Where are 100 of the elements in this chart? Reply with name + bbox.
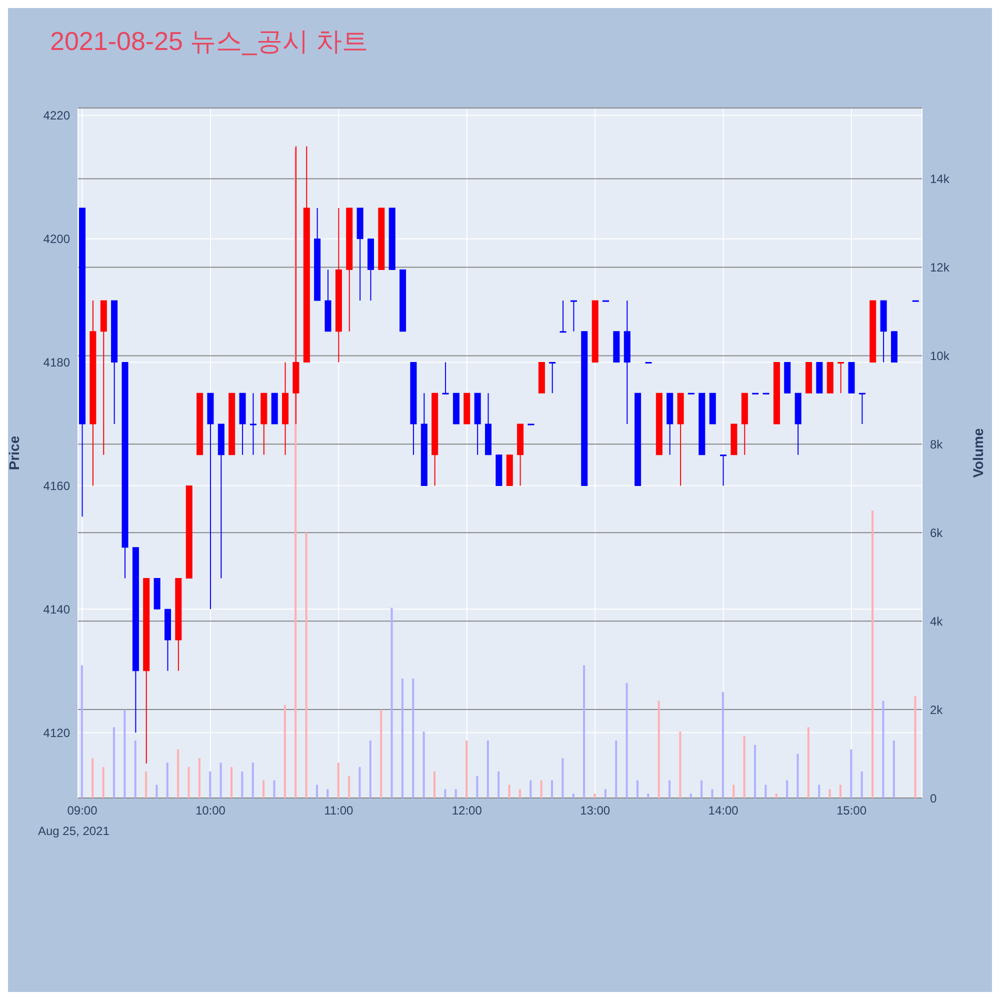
- bar: [818, 784, 820, 798]
- bar: [754, 744, 756, 798]
- candlestick: [250, 392, 256, 456]
- bar: [466, 740, 468, 798]
- candlestick: [549, 362, 556, 394]
- text: Aug 25, 2021: [38, 824, 110, 838]
- bar: [348, 776, 350, 798]
- bar: [626, 683, 628, 798]
- bar: [914, 696, 916, 798]
- bar: [412, 678, 414, 798]
- y-tick-label: 4160: [43, 478, 70, 493]
- bar: [112, 727, 115, 798]
- bar: [209, 771, 212, 798]
- candlestick: [720, 454, 727, 486]
- bar: [454, 789, 457, 798]
- bar: [498, 771, 500, 798]
- bar: [252, 762, 254, 798]
- bar: [839, 784, 842, 798]
- bar: [337, 762, 340, 798]
- x-tick-label: 12:00: [452, 804, 482, 818]
- bar: [401, 678, 404, 798]
- x-tick-label: 09:00: [67, 804, 98, 818]
- bar: [262, 780, 265, 798]
- bar: [690, 794, 692, 798]
- bar: [220, 762, 222, 798]
- x-tick-label: 10:00: [195, 804, 226, 818]
- bar: [230, 767, 232, 798]
- candlestick: [560, 300, 566, 333]
- bar: [732, 784, 735, 798]
- bar: [679, 732, 682, 798]
- x-tick-label: 11:00: [324, 804, 354, 818]
- bar: [188, 767, 190, 798]
- bar: [102, 767, 104, 798]
- bar: [872, 510, 874, 798]
- y2-tick-label: 14k: [930, 172, 950, 186]
- bar: [892, 740, 895, 798]
- bar: [124, 710, 126, 798]
- bar: [444, 789, 446, 798]
- bar: [530, 780, 532, 798]
- bar: [562, 758, 564, 798]
- bar: [198, 758, 200, 798]
- y-tick-label: 4180: [43, 356, 70, 370]
- y2-tick-label: 12k: [930, 260, 950, 274]
- bar: [508, 784, 510, 798]
- bar: [764, 784, 767, 798]
- bar: [156, 784, 158, 798]
- bar: [700, 780, 703, 798]
- bar: [594, 794, 596, 798]
- y2-tick-label: 6k: [930, 526, 944, 540]
- y2-axis-title: Volume: [970, 428, 986, 478]
- y-tick-label: 4220: [43, 108, 70, 123]
- bar: [583, 665, 586, 798]
- bar: [284, 705, 286, 798]
- bar: [658, 700, 660, 798]
- y-tick-label: 4140: [43, 602, 70, 616]
- bar: [668, 780, 671, 798]
- chart-title: 2021-08-25 뉴스_공시 차트: [50, 25, 368, 58]
- bar: [145, 771, 148, 798]
- bar: [177, 749, 180, 798]
- y-axis-title: Price: [6, 436, 22, 470]
- bar: [134, 740, 136, 798]
- candlestick: [838, 362, 844, 394]
- bar: [775, 794, 778, 798]
- bar: [828, 789, 831, 798]
- y2-tick-label: 10k: [930, 348, 950, 363]
- bar: [647, 794, 650, 798]
- bar: [273, 780, 276, 798]
- bar: [796, 754, 799, 798]
- bar: [711, 789, 714, 798]
- bar: [390, 608, 393, 798]
- bar: [518, 789, 521, 798]
- bar: [615, 740, 618, 798]
- bar: [486, 740, 489, 798]
- bar: [476, 776, 478, 798]
- bar: [433, 771, 436, 798]
- bar: [358, 767, 361, 798]
- y2-tick-label: 8k: [930, 437, 944, 452]
- bar: [80, 665, 83, 798]
- y2-tick-label: 2k: [930, 702, 944, 717]
- bar: [882, 700, 884, 798]
- bar: [807, 727, 810, 798]
- bar: [786, 780, 788, 798]
- y-tick-label: 4200: [43, 232, 70, 246]
- candlestick: [570, 300, 577, 332]
- bar: [305, 532, 308, 798]
- candlestick: [442, 362, 449, 394]
- bar: [551, 780, 554, 798]
- candlestick: [858, 392, 866, 424]
- bar: [722, 692, 724, 798]
- x-tick-label: 15:00: [836, 804, 867, 818]
- bar: [743, 736, 746, 798]
- y2-tick-label: 4k: [930, 614, 944, 628]
- bar: [380, 710, 382, 798]
- bar: [422, 732, 425, 798]
- bar: [316, 784, 318, 798]
- bar: [166, 762, 168, 798]
- x-tick-label: 14:00: [708, 804, 739, 818]
- bar: [860, 771, 863, 798]
- bar: [369, 740, 372, 798]
- y-tick-label: 4120: [43, 726, 70, 740]
